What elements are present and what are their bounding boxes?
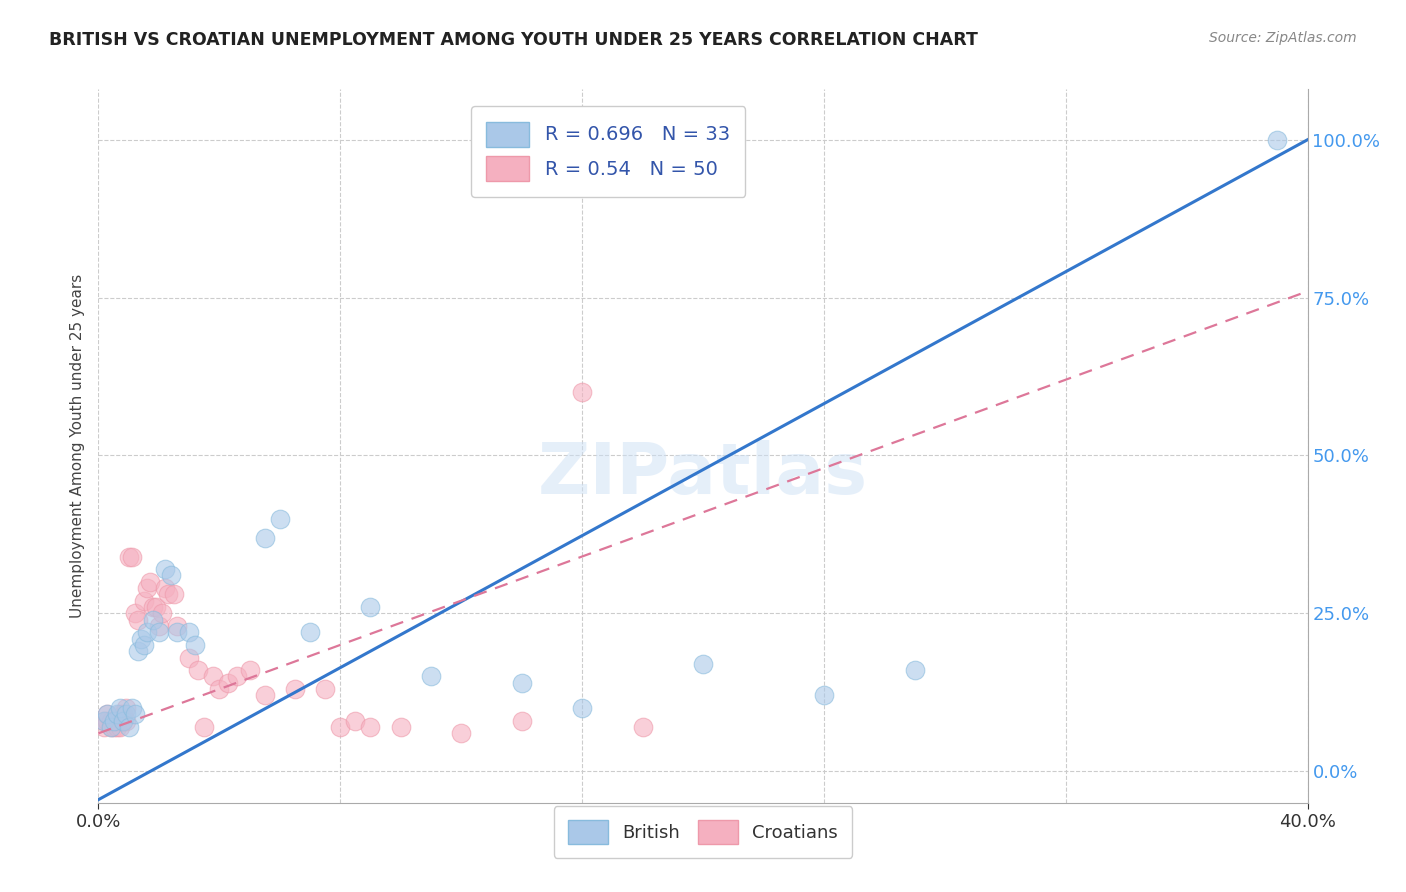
Point [121, 549, 143, 564]
Point [160, 568, 183, 582]
Legend: British, Croatians: British, Croatians [554, 805, 852, 858]
Point [153, 562, 176, 576]
Point [118, 549, 141, 564]
Point [129, 632, 152, 646]
Point [153, 581, 176, 595]
Text: ZIPatlas: ZIPatlas [538, 440, 868, 509]
Point [269, 511, 291, 525]
Point [114, 714, 136, 728]
Point [121, 701, 143, 715]
Point [135, 581, 157, 595]
Point [299, 625, 322, 640]
Point [1267, 133, 1289, 147]
Point [631, 720, 654, 734]
Point [124, 707, 146, 722]
Point [510, 714, 533, 728]
Point [132, 638, 155, 652]
Point [156, 587, 179, 601]
Point [108, 707, 131, 722]
Point [111, 707, 134, 722]
Point [93, 714, 115, 728]
Point [904, 663, 927, 677]
Point [389, 720, 412, 734]
Point [148, 619, 170, 633]
Text: BRITISH VS CROATIAN UNEMPLOYMENT AMONG YOUTH UNDER 25 YEARS CORRELATION CHART: BRITISH VS CROATIAN UNEMPLOYMENT AMONG Y… [49, 31, 979, 49]
Point [100, 720, 122, 734]
Point [510, 675, 533, 690]
Point [108, 720, 131, 734]
Point [105, 714, 128, 728]
Point [360, 720, 382, 734]
Point [127, 613, 149, 627]
Point [692, 657, 714, 671]
Point [314, 682, 336, 697]
Point [142, 600, 165, 615]
Point [103, 714, 125, 728]
Point [253, 531, 276, 545]
Point [166, 625, 188, 640]
Point [105, 707, 128, 722]
Point [114, 701, 136, 715]
Point [208, 682, 231, 697]
Point [571, 701, 593, 715]
Point [118, 720, 141, 734]
Point [148, 625, 170, 640]
Point [813, 689, 835, 703]
Point [142, 613, 165, 627]
Point [96, 707, 118, 722]
Point [108, 701, 131, 715]
Point [132, 593, 155, 607]
Y-axis label: Unemployment Among Youth under 25 years: Unemployment Among Youth under 25 years [69, 274, 84, 618]
Point [329, 720, 352, 734]
Point [139, 574, 162, 589]
Point [360, 600, 382, 615]
Point [103, 714, 125, 728]
Point [193, 720, 215, 734]
Point [127, 644, 149, 658]
Text: Source: ZipAtlas.com: Source: ZipAtlas.com [1209, 31, 1357, 45]
Point [187, 663, 209, 677]
Point [100, 714, 122, 728]
Point [226, 669, 249, 683]
Point [217, 675, 239, 690]
Point [571, 385, 593, 400]
Point [145, 600, 167, 615]
Point [93, 720, 115, 734]
Point [111, 714, 134, 728]
Point [150, 607, 173, 621]
Point [103, 720, 125, 734]
Point [111, 714, 134, 728]
Point [179, 650, 201, 665]
Point [344, 714, 367, 728]
Point [179, 625, 201, 640]
Point [420, 669, 443, 683]
Point [96, 707, 118, 722]
Point [100, 720, 122, 734]
Point [253, 689, 276, 703]
Point [284, 682, 307, 697]
Point [124, 607, 146, 621]
Point [93, 714, 115, 728]
Point [114, 707, 136, 722]
Point [163, 587, 186, 601]
Point [166, 619, 188, 633]
Point [450, 726, 472, 740]
Point [184, 638, 207, 652]
Point [202, 669, 225, 683]
Point [105, 720, 128, 734]
Point [135, 625, 157, 640]
Point [96, 714, 118, 728]
Point [239, 663, 262, 677]
